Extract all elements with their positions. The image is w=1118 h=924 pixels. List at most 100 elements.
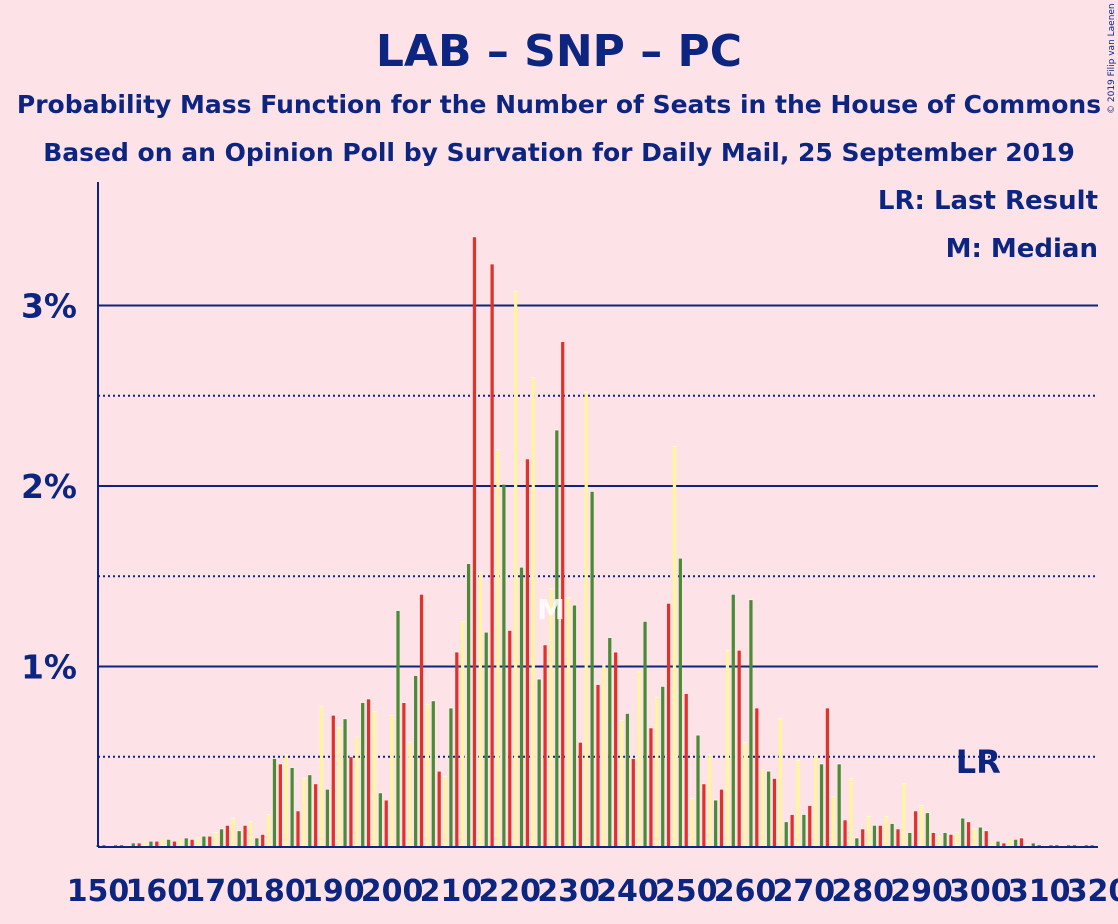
- bar-seat-179: [266, 814, 271, 847]
- bar-seat-195: [361, 702, 365, 847]
- bar-seat-197: [372, 711, 377, 847]
- bar-seat-279: [855, 837, 859, 847]
- bar-seat-158: [143, 841, 147, 847]
- y-tick-label: 2%: [21, 467, 77, 506]
- bar-seat-210: [449, 708, 453, 847]
- bar-seat-203: [408, 742, 412, 847]
- bar-seat-174: [237, 830, 241, 847]
- bar-seat-242: [637, 671, 641, 847]
- bar-seat-250: [684, 693, 688, 847]
- bar-seat-293: [937, 836, 941, 847]
- bar-seat-298: [966, 821, 971, 847]
- bar-seat-259: [737, 650, 741, 847]
- bar-seat-188: [319, 706, 324, 847]
- bar-seat-288: [908, 832, 912, 847]
- bar-seat-286: [896, 828, 900, 847]
- bar-seat-280: [861, 828, 865, 847]
- bar-seat-270: [802, 814, 806, 847]
- x-tick-label: 240: [596, 874, 659, 909]
- legend-last-result: LR: Last Result: [878, 186, 1098, 216]
- bar-seat-208: [437, 771, 441, 847]
- bar-seat-170: [214, 832, 218, 847]
- bar-seat-166: [190, 839, 194, 847]
- x-tick-label: 150: [67, 874, 130, 909]
- bar-seat-258: [731, 594, 735, 847]
- bar-seat-215: [478, 572, 482, 847]
- bar-seat-223: [525, 458, 530, 847]
- bar-seat-306: [1014, 839, 1018, 847]
- x-tick-label: 160: [126, 874, 189, 909]
- tick-labels: 1501601701801902002102202302402502602702…: [21, 287, 1118, 910]
- bar-seat-194: [355, 736, 359, 847]
- bar-seat-159: [149, 841, 153, 847]
- chart-subtitle: Probability Mass Function for the Number…: [17, 90, 1101, 119]
- x-tick-label: 170: [184, 874, 247, 909]
- bar-seat-205: [419, 594, 424, 847]
- bar-seat-214: [472, 236, 477, 847]
- bar-seat-234: [590, 491, 594, 847]
- bar-seat-180: [272, 758, 277, 847]
- x-tick-label: 260: [714, 874, 777, 909]
- bar-seat-257: [725, 650, 730, 847]
- bar-seat-189: [325, 789, 330, 847]
- bar-seat-165: [184, 837, 188, 847]
- bar-seat-304: [1002, 843, 1006, 847]
- bar-seat-295: [949, 834, 953, 847]
- bar-seat-239: [619, 720, 624, 847]
- x-tick-label: 290: [890, 874, 953, 909]
- bar-seat-225: [537, 679, 541, 847]
- bar-seat-209: [443, 776, 447, 847]
- bar-seat-244: [649, 727, 653, 847]
- bar-seat-237: [608, 637, 612, 847]
- x-tick-label: 220: [478, 874, 541, 909]
- bar-seat-217: [490, 263, 494, 847]
- x-tick-label: 180: [243, 874, 306, 909]
- bar-seat-220: [508, 630, 512, 847]
- bar-seat-290: [919, 805, 924, 847]
- bar-seat-262: [755, 708, 759, 847]
- bar-seat-308: [1025, 843, 1030, 847]
- y-tick-label: 1%: [21, 648, 77, 687]
- legend-median: M: Median: [946, 234, 1098, 264]
- bar-seat-238: [614, 652, 618, 847]
- bar-seat-162: [166, 839, 171, 847]
- bar-seat-287: [902, 783, 906, 847]
- bar-seat-227: [549, 588, 553, 847]
- bar-seat-278: [849, 778, 853, 847]
- x-tick-label: 270: [773, 874, 836, 909]
- bar-seat-221: [514, 291, 518, 847]
- bar-seat-176: [249, 821, 253, 847]
- bar-seat-232: [578, 742, 582, 847]
- bar-seat-276: [837, 763, 841, 847]
- bar-seat-281: [866, 816, 871, 847]
- bar-seat-300: [978, 827, 982, 847]
- bar-seat-289: [914, 810, 918, 847]
- bar-seat-204: [414, 675, 418, 847]
- chart-title: LAB – SNP – PC: [376, 26, 742, 77]
- bar-seat-301: [984, 830, 988, 847]
- bar-seat-193: [349, 756, 353, 847]
- bar-seat-228: [555, 430, 559, 847]
- bar-seat-249: [678, 558, 682, 847]
- bar-seat-202: [402, 702, 406, 847]
- bar-seat-245: [655, 697, 659, 847]
- bar-seat-200: [390, 715, 394, 847]
- bar-seat-275: [831, 796, 835, 847]
- bar-seat-241: [631, 758, 635, 847]
- bar-seat-157: [137, 843, 141, 847]
- bar-seat-268: [790, 814, 794, 847]
- bar-seat-224: [531, 377, 535, 847]
- copyright-credit: © 2019 Filip van Laenen: [1107, 3, 1117, 114]
- bar-seat-160: [155, 841, 159, 847]
- bar-seat-222: [519, 567, 524, 847]
- bar-seat-299: [972, 828, 977, 847]
- bar-seat-206: [425, 704, 430, 847]
- bar-seat-218: [496, 449, 500, 847]
- bar-seat-253: [702, 783, 706, 847]
- bar-seat-267: [784, 821, 788, 847]
- bar-seat-211: [455, 652, 459, 847]
- x-tick-label: 280: [831, 874, 894, 909]
- x-tick-label: 230: [537, 874, 600, 909]
- bar-seat-247: [666, 603, 671, 847]
